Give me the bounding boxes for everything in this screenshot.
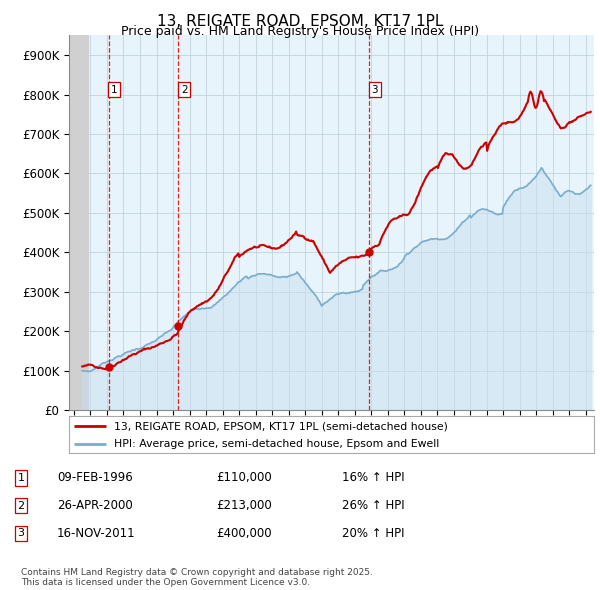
Text: £213,000: £213,000 <box>216 499 272 512</box>
Text: HPI: Average price, semi-detached house, Epsom and Ewell: HPI: Average price, semi-detached house,… <box>113 440 439 450</box>
Text: 09-FEB-1996: 09-FEB-1996 <box>57 471 133 484</box>
Text: 20% ↑ HPI: 20% ↑ HPI <box>342 527 404 540</box>
Text: 3: 3 <box>17 529 25 538</box>
Text: 16% ↑ HPI: 16% ↑ HPI <box>342 471 404 484</box>
Text: 13, REIGATE ROAD, EPSOM, KT17 1PL: 13, REIGATE ROAD, EPSOM, KT17 1PL <box>157 14 443 28</box>
Text: 2: 2 <box>17 501 25 510</box>
Text: Price paid vs. HM Land Registry's House Price Index (HPI): Price paid vs. HM Land Registry's House … <box>121 25 479 38</box>
Text: 3: 3 <box>371 85 378 95</box>
Text: Contains HM Land Registry data © Crown copyright and database right 2025.
This d: Contains HM Land Registry data © Crown c… <box>21 568 373 587</box>
Text: £400,000: £400,000 <box>216 527 272 540</box>
Text: 16-NOV-2011: 16-NOV-2011 <box>57 527 136 540</box>
Text: 26-APR-2000: 26-APR-2000 <box>57 499 133 512</box>
Text: 13, REIGATE ROAD, EPSOM, KT17 1PL (semi-detached house): 13, REIGATE ROAD, EPSOM, KT17 1PL (semi-… <box>113 421 448 431</box>
Text: 26% ↑ HPI: 26% ↑ HPI <box>342 499 404 512</box>
Bar <box>69 35 89 410</box>
Text: 1: 1 <box>17 473 25 483</box>
Text: 1: 1 <box>111 85 118 95</box>
Text: 2: 2 <box>181 85 187 95</box>
Text: £110,000: £110,000 <box>216 471 272 484</box>
